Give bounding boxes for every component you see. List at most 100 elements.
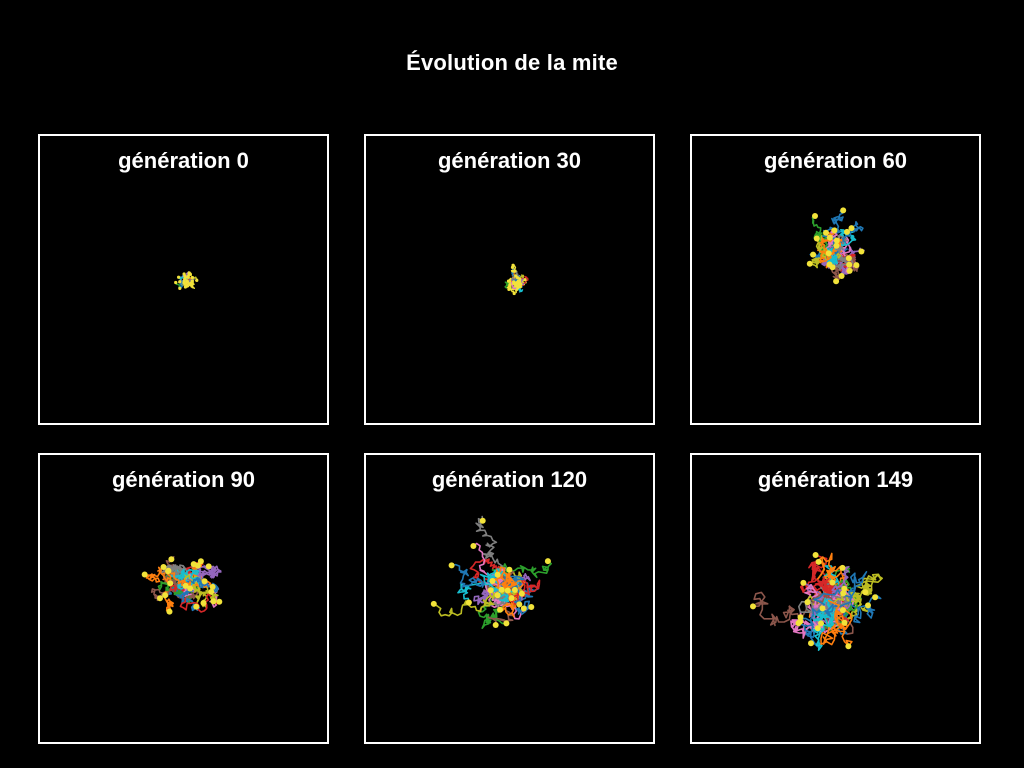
panel-label: génération 60 <box>763 148 908 173</box>
walk-endpoint <box>182 272 186 276</box>
walk-endpoint <box>826 261 833 268</box>
walk-endpoint <box>815 558 822 565</box>
walk-endpoint <box>523 278 527 282</box>
walk-endpoint <box>448 562 455 569</box>
walk-endpoint <box>812 552 819 558</box>
panel-label: génération 30 <box>437 148 582 173</box>
walk-endpoint <box>853 262 860 269</box>
trails-plot <box>806 207 865 285</box>
walk-endpoint <box>833 242 840 249</box>
walk-endpoint <box>193 603 200 610</box>
walk-endpoint <box>846 261 853 268</box>
walk-endpoint <box>178 280 182 284</box>
walk-endpoint <box>187 585 194 592</box>
walk-endpoint <box>141 571 148 578</box>
walk-trail <box>798 571 868 633</box>
walk-endpoint <box>833 237 840 244</box>
walk-endpoint <box>750 603 756 610</box>
walk-trail <box>818 229 837 264</box>
panel-generation-120: génération 120 <box>364 453 655 744</box>
walk-endpoint <box>157 595 163 602</box>
panel-label: génération 90 <box>111 467 256 492</box>
walk-endpoint <box>826 234 833 241</box>
walk-endpoint <box>208 588 215 595</box>
walk-endpoint <box>190 276 194 280</box>
walk-endpoint <box>517 280 521 284</box>
walk-endpoint <box>167 580 174 587</box>
walk-endpoint <box>205 563 212 570</box>
walk-endpoint <box>498 586 505 593</box>
walk-endpoint <box>178 286 182 290</box>
walk-endpoint <box>512 280 516 284</box>
walk-trail <box>752 591 835 627</box>
walk-trail <box>433 586 509 617</box>
trails-plot <box>750 552 883 651</box>
walk-endpoint <box>544 558 551 565</box>
walk-endpoint <box>844 228 850 235</box>
walk-endpoint <box>174 280 178 285</box>
walk-endpoint <box>819 605 826 612</box>
walk-endpoint <box>804 599 811 606</box>
walk-endpoint <box>494 592 501 599</box>
walk-endpoint <box>186 275 190 279</box>
walk-endpoint <box>518 590 525 597</box>
trails-plot <box>504 263 529 296</box>
walk-endpoint <box>494 571 501 578</box>
trails-plot <box>174 271 199 290</box>
panel-label: génération 149 <box>757 467 914 492</box>
walk-endpoint <box>846 267 853 274</box>
walk-trail <box>179 576 219 602</box>
walk-endpoint <box>506 566 513 573</box>
walk-endpoint <box>848 225 855 232</box>
walk-endpoint <box>818 620 824 627</box>
walk-endpoint <box>188 272 192 276</box>
walk-endpoint <box>209 583 216 590</box>
walk-endpoint <box>216 598 223 605</box>
walk-endpoint <box>182 279 186 283</box>
walk-endpoint <box>813 235 820 242</box>
walk-endpoint <box>833 278 840 285</box>
walk-endpoint <box>166 608 173 615</box>
walk-endpoint <box>479 517 486 524</box>
figure-title: Évolution de la mite <box>406 50 618 75</box>
walk-endpoint <box>840 207 847 214</box>
walk-endpoint <box>487 587 494 594</box>
walk-endpoint <box>808 640 814 647</box>
walk-endpoint <box>511 263 515 267</box>
walk-endpoint <box>197 558 204 565</box>
panel-generation-0: génération 0 <box>38 134 329 425</box>
walk-endpoint <box>183 285 187 289</box>
panel-generation-149: génération 149 <box>690 453 981 744</box>
walk-endpoint <box>831 227 838 234</box>
walk-endpoint <box>511 269 516 273</box>
trails-plot <box>141 556 223 615</box>
walk-endpoint <box>838 273 845 279</box>
walk-trail <box>473 579 510 606</box>
walk-endpoint <box>825 250 832 257</box>
walk-endpoint <box>492 622 499 628</box>
walk-endpoint <box>183 276 187 280</box>
walk-endpoint <box>201 578 208 585</box>
walk-endpoint <box>177 275 181 279</box>
walk-endpoint <box>506 279 511 283</box>
walk-endpoint <box>430 600 437 607</box>
walk-endpoint <box>497 606 503 613</box>
walk-endpoint <box>845 643 852 650</box>
walk-endpoint <box>800 579 807 586</box>
panel-generation-60: génération 60 <box>690 134 981 425</box>
walk-endpoint <box>210 598 217 605</box>
walk-endpoint <box>165 568 172 575</box>
walk-endpoint <box>195 278 199 282</box>
walk-endpoint <box>839 564 846 571</box>
walk-endpoint <box>795 620 802 627</box>
walk-trail <box>820 599 853 647</box>
walk-endpoint <box>160 564 167 570</box>
walk-endpoint <box>190 279 194 283</box>
walk-trail <box>492 566 518 599</box>
walk-endpoint <box>516 601 523 608</box>
walk-endpoint <box>814 625 821 632</box>
walk-endpoint <box>806 260 813 267</box>
panel-generation-90: génération 90 <box>38 453 329 744</box>
walk-endpoint <box>508 595 515 602</box>
walk-endpoint <box>168 556 175 563</box>
